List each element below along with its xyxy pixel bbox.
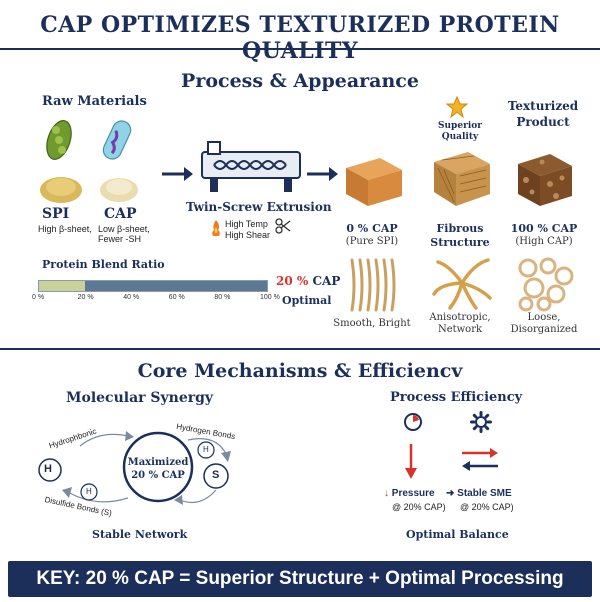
anisotropic-network-image [432, 258, 492, 310]
product-1-caption-2: Network [437, 324, 483, 335]
product-1-caption-1: Anisotropic, [429, 312, 491, 323]
blend-label: Protein Blend Ratio [42, 258, 165, 271]
pressure-text: Pressure [391, 488, 435, 499]
shear-label: High Shear [225, 230, 271, 240]
star-icon [446, 96, 468, 118]
soybean-icon [46, 120, 72, 160]
cap-desc-1: Low β-sheet, [98, 224, 150, 234]
section-divider [0, 348, 600, 350]
gear-icon [470, 411, 492, 433]
microbe-icon [102, 120, 132, 160]
title-divider [0, 48, 600, 50]
synergy-center-line1: Maximized [127, 457, 189, 468]
h-node-large: H [44, 463, 52, 475]
blend-tick: 0 % [32, 294, 45, 301]
synergy-label: Molecular Synergy [66, 390, 214, 406]
pressure-down-arrow-icon [405, 444, 417, 479]
cap-name: CAP [104, 206, 137, 222]
temp-label: High Temp [225, 219, 268, 229]
texturized-product-label: Texturized Product [507, 99, 579, 129]
product-2-title: 100 % CAP [510, 222, 578, 235]
product-2-sub: (High CAP) [515, 236, 573, 247]
raw-materials-label: Raw Materials [42, 94, 147, 109]
smooth-fibers-image [350, 258, 396, 312]
blend-value: 20 % CAP [276, 274, 341, 288]
loose-network-image [518, 257, 574, 312]
fibrous-block-image [434, 152, 490, 206]
pure-spi-block-image [346, 158, 402, 206]
sme-sub: @ 20% CAP) [460, 502, 514, 512]
sme-label: ➜ Stable SME [446, 488, 512, 499]
sme-balance-arrows-icon [462, 448, 498, 471]
arrow-right-icon [162, 167, 193, 181]
extruder-icon [201, 141, 301, 192]
page-title: CAP OPTIMIZES TEXTURIZED PROTEIN QUALITY [40, 12, 560, 64]
product-0-title: 0 % CAP [346, 222, 398, 235]
blend-tick: 40 % [123, 294, 140, 301]
key-banner: KEY: 20 % CAP = Superior Structure + Opt… [8, 561, 592, 597]
efficiency-label: Process Efficiency [390, 390, 523, 405]
blend-ratio-bar [38, 280, 268, 292]
high-cap-block-image [518, 154, 572, 206]
product-2-caption-1: Loose, [527, 312, 561, 323]
blend-tick: 20 % [77, 294, 94, 301]
synergy-center-line2: 20 % CAP [131, 470, 185, 481]
arrow-right-icon-2 [307, 167, 338, 181]
flame-icon [212, 220, 220, 236]
product-0-caption: Smooth, Bright [333, 318, 411, 329]
mechanisms-heading: Core Mechanisms & Efficiencv [137, 360, 463, 382]
h-node-small: H [86, 487, 92, 496]
spi-name: SPI [42, 206, 70, 222]
extrusion-label: Twin-Screw Extrusion [186, 200, 332, 214]
cap-powder-icon [100, 178, 138, 202]
synergy-footer: Stable Network [92, 528, 188, 541]
pressure-sub: @ 20% CAP) [392, 502, 446, 512]
blend-tick: 80 % [214, 294, 231, 301]
spi-powder-icon [40, 177, 82, 203]
product-1-sub: Structure [430, 236, 490, 249]
blend-optimal: Optimal [282, 294, 332, 307]
process-heading: Process & Appearance [181, 70, 419, 92]
h-node-top: H [203, 445, 209, 454]
s-node: S [212, 469, 220, 481]
synergy-diagram [38, 431, 231, 505]
pressure-gauge-icon [404, 413, 422, 431]
superior-quality-label: Superior Quality [438, 121, 482, 142]
sme-text: Stable SME [457, 488, 512, 499]
product-1-title: Fibrous [436, 222, 484, 235]
scissors-icon [275, 218, 291, 234]
efficiency-footer: Optimal Balance [406, 528, 509, 541]
blend-bar-spi [39, 281, 85, 291]
spi-desc: High β-sheet, [38, 224, 92, 234]
blend-bar-cap [84, 281, 267, 291]
cap-desc-2: Fewer -SH [98, 234, 142, 244]
blend-tick: 60 % [168, 294, 185, 301]
blend-tick: 100 % [260, 294, 280, 301]
product-2-caption-2: Disorganized [510, 324, 578, 335]
pressure-label: ↓ Pressure [384, 488, 435, 499]
synergy-center: Maximized 20 % CAP [116, 456, 200, 482]
product-0-sub: (Pure SPI) [345, 236, 399, 247]
